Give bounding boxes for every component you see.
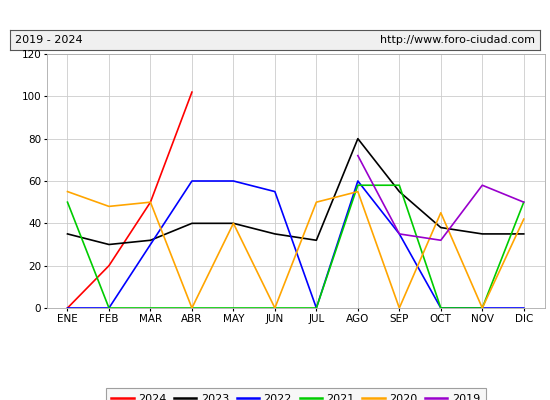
Text: Evolucion Nº Turistas Extranjeros en el municipio de Madroñera: Evolucion Nº Turistas Extranjeros en el … bbox=[63, 8, 487, 22]
Legend: 2024, 2023, 2022, 2021, 2020, 2019: 2024, 2023, 2022, 2021, 2020, 2019 bbox=[106, 388, 486, 400]
Text: 2019 - 2024: 2019 - 2024 bbox=[15, 35, 83, 45]
Text: http://www.foro-ciudad.com: http://www.foro-ciudad.com bbox=[380, 35, 535, 45]
